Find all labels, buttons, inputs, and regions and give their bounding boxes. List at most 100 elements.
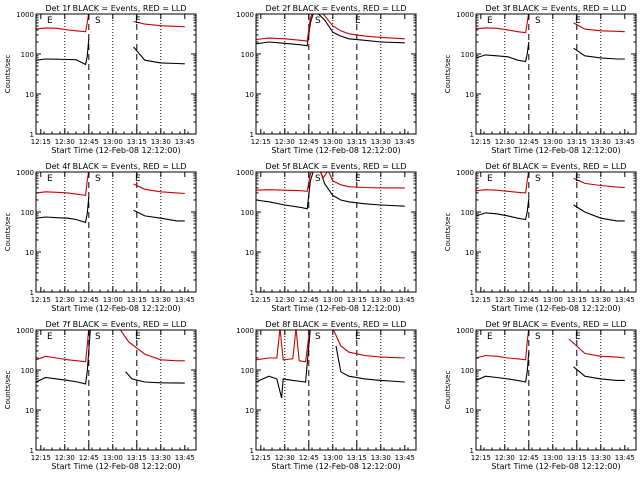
y-tick-label: 1 — [470, 289, 474, 297]
panel-1: Det 1f BLACK = Events, RED = LLD E S E 1 10 10… — [4, 4, 197, 155]
y-tick-label: 1000 — [456, 169, 474, 177]
x-tick-label: 12:30 — [495, 454, 515, 462]
y-tick-label: 1 — [250, 131, 254, 139]
series-line-lld — [476, 172, 625, 194]
x-tick-label: 13:30 — [371, 296, 391, 304]
y-tick-label: 10 — [245, 249, 254, 257]
x-tick-label: 12:30 — [275, 138, 295, 146]
y-tick-label: 1000 — [16, 327, 34, 335]
panel-4: Det 4f BLACK = Events, RED = LLD E S E 1 10 10… — [4, 162, 197, 313]
x-axis-title: Start Time (12-Feb-08 12:12:00) — [271, 462, 400, 471]
interval-marker-label: E — [355, 332, 361, 342]
panel-title: Det 7f BLACK = Events, RED = LLD — [45, 320, 186, 329]
y-tick-label: 100 — [21, 209, 34, 217]
y-axis-title: Counts/sec — [4, 213, 12, 252]
y-tick-label: 100 — [241, 209, 254, 217]
x-tick-label: 13:00 — [323, 138, 343, 146]
x-tick-label: 13:45 — [175, 296, 195, 304]
interval-marker-label: S — [535, 332, 541, 342]
x-tick-label: 13:30 — [591, 296, 611, 304]
x-tick-label: 13:15 — [567, 296, 587, 304]
x-tick-label: 12:30 — [55, 138, 75, 146]
x-tick-label: 12:15 — [251, 138, 271, 146]
x-tick-label: 13:15 — [347, 454, 367, 462]
series-line-lld — [476, 14, 625, 34]
series-line-events — [36, 196, 185, 224]
interval-marker-label: E — [355, 174, 361, 184]
x-tick-label: 13:45 — [395, 138, 415, 146]
interval-marker-label: E — [135, 332, 141, 342]
panel-6: Det 6f BLACK = Events, RED = LLD E S E 1 10 10… — [444, 162, 637, 313]
x-tick-label: 13:30 — [151, 138, 171, 146]
x-tick-label: 13:00 — [323, 296, 343, 304]
x-axis-title: Start Time (12-Feb-08 12:12:00) — [491, 146, 620, 155]
y-tick-label: 10 — [465, 407, 474, 415]
x-tick-label: 12:15 — [31, 296, 51, 304]
x-tick-label: 12:45 — [299, 138, 319, 146]
y-tick-label: 10 — [465, 249, 474, 257]
x-tick-label: 12:45 — [79, 138, 99, 146]
x-tick-label: 12:30 — [275, 296, 295, 304]
x-tick-label: 13:30 — [591, 454, 611, 462]
x-tick-label: 12:15 — [31, 454, 51, 462]
x-tick-label: 13:45 — [175, 454, 195, 462]
x-axis-title: Start Time (12-Feb-08 12:12:00) — [51, 146, 180, 155]
interval-marker-label: S — [535, 16, 541, 26]
panel-frame — [255, 13, 417, 135]
series-line-lld — [256, 172, 405, 192]
panel-3: Det 3f BLACK = Events, RED = LLD E S E 1 10 10… — [444, 4, 637, 155]
panel-title: Det 4f BLACK = Events, RED = LLD — [45, 162, 186, 171]
x-axis-title: Start Time (12-Feb-08 12:12:00) — [51, 462, 180, 471]
panel-title: Det 8f BLACK = Events, RED = LLD — [265, 320, 406, 329]
y-tick-label: 1000 — [236, 169, 254, 177]
interval-marker-label: E — [47, 332, 53, 342]
interval-marker-label: S — [95, 174, 101, 184]
y-tick-label: 1 — [250, 447, 254, 455]
y-tick-label: 1 — [30, 447, 34, 455]
y-tick-label: 1000 — [16, 11, 34, 19]
x-tick-label: 13:00 — [323, 454, 343, 462]
interval-marker-label: E — [575, 16, 581, 26]
y-tick-label: 1000 — [236, 11, 254, 19]
panel-8: Det 8f BLACK = Events, RED = LLD S E 1 10 100… — [236, 320, 417, 471]
panel-title: Det 6f BLACK = Events, RED = LLD — [485, 162, 626, 171]
x-tick-label: 13:15 — [127, 454, 147, 462]
y-tick-label: 10 — [25, 91, 34, 99]
x-tick-label: 13:00 — [543, 138, 563, 146]
series-line-events — [256, 330, 405, 399]
y-tick-label: 1000 — [456, 327, 474, 335]
x-tick-label: 12:15 — [471, 296, 491, 304]
x-tick-label: 12:45 — [299, 296, 319, 304]
interval-marker-label: E — [487, 16, 493, 26]
x-tick-label: 13:30 — [591, 138, 611, 146]
x-tick-label: 12:30 — [275, 454, 295, 462]
x-tick-label: 12:15 — [251, 296, 271, 304]
series-line-events — [256, 14, 405, 47]
series-line-lld — [36, 330, 185, 363]
y-tick-label: 1 — [30, 131, 34, 139]
x-tick-label: 13:00 — [543, 296, 563, 304]
series-line-events — [476, 41, 625, 63]
panel-frame — [35, 13, 197, 135]
interval-marker-label: E — [487, 332, 493, 342]
x-tick-label: 13:30 — [151, 296, 171, 304]
x-tick-label: 13:00 — [103, 454, 123, 462]
interval-marker-label: E — [575, 174, 581, 184]
x-tick-label: 12:30 — [55, 454, 75, 462]
series-line-lld — [476, 330, 625, 361]
interval-marker-label: E — [575, 332, 581, 342]
panel-2: Det 2f BLACK = Events, RED = LLD S E 1 10 100… — [236, 4, 417, 155]
panel-7: Det 7f BLACK = Events, RED = LLD E S E 1 10 10… — [4, 320, 197, 471]
x-tick-label: 12:15 — [471, 138, 491, 146]
x-tick-label: 12:15 — [471, 454, 491, 462]
y-axis-title: Counts/sec — [4, 371, 12, 410]
x-axis-title: Start Time (12-Feb-08 12:12:00) — [51, 304, 180, 313]
x-tick-label: 13:15 — [567, 138, 587, 146]
x-tick-label: 13:00 — [103, 138, 123, 146]
y-tick-label: 100 — [241, 51, 254, 59]
x-tick-label: 12:45 — [79, 454, 99, 462]
y-tick-label: 10 — [245, 91, 254, 99]
series-line-events — [36, 38, 185, 66]
series-line-lld — [256, 330, 405, 363]
